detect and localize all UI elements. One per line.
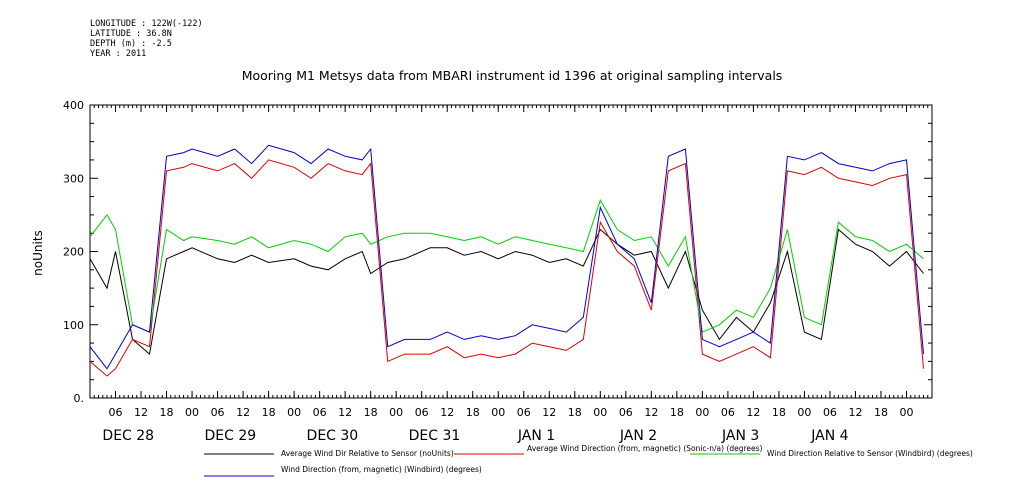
series-line-3 xyxy=(89,198,924,333)
x-day-label: DEC 29 xyxy=(204,428,256,444)
x-tick-label: 12 xyxy=(236,406,250,419)
x-tick-label: 06 xyxy=(211,406,225,419)
chart-title: Mooring M1 Metsys data from MBARI instru… xyxy=(242,68,783,83)
x-tick-label: 00 xyxy=(899,406,913,419)
y-tick-label: 200 xyxy=(63,246,84,259)
y-tick-label: 400 xyxy=(63,99,84,112)
x-tick-label: 18 xyxy=(772,406,786,419)
x-tick-label: 06 xyxy=(619,406,633,419)
year-label: YEAR : 2011 xyxy=(90,49,147,59)
x-tick-label: 00 xyxy=(389,406,403,419)
x-tick-label: 18 xyxy=(568,406,582,419)
x-tick-label: 18 xyxy=(160,406,174,419)
y-tick-label: 300 xyxy=(63,172,84,185)
series-line-4 xyxy=(89,144,924,370)
x-tick-label: 18 xyxy=(364,406,378,419)
legend-label: Wind Direction (from, magnetic) (Windbir… xyxy=(281,465,482,474)
series-layer xyxy=(89,144,924,377)
x-tick-label: 12 xyxy=(440,406,454,419)
x-tick-label: 06 xyxy=(415,406,429,419)
x-axis: 06 12 18 00 06 12 18 00 06 12 18 00 06 12 18 00 06 12 18 00… xyxy=(89,105,933,444)
x-tick-label: 06 xyxy=(313,406,327,419)
x-tick-label: 00 xyxy=(287,406,301,419)
legend-label: Average Wind Direction (from, magnetic) … xyxy=(527,444,763,453)
x-tick-label: 00 xyxy=(185,406,199,419)
x-tick-label: 00 xyxy=(695,406,709,419)
y-axis: 0. 100 200 300 400 xyxy=(63,99,932,405)
x-tick-label: 18 xyxy=(874,406,888,419)
x-tick-label: 06 xyxy=(823,406,837,419)
series-line-1 xyxy=(89,228,924,356)
x-tick-label: 12 xyxy=(644,406,658,419)
y-tick-label: 100 xyxy=(63,319,84,332)
legend-label: Wind Direction Relative to Sensor (Windb… xyxy=(767,449,973,458)
depth-label: DEPTH (m) : -2.5 xyxy=(90,39,172,49)
y-tick-label: 0. xyxy=(74,392,85,405)
x-day-label: JAN 3 xyxy=(721,428,759,444)
x-tick-label: 12 xyxy=(134,406,148,419)
x-tick-label: 12 xyxy=(338,406,352,419)
longitude-label: LONGITUDE : 122W(-122) xyxy=(90,19,203,29)
x-tick-label: 18 xyxy=(466,406,480,419)
x-day-label: DEC 28 xyxy=(102,428,154,444)
y-axis-label: noUnits xyxy=(31,230,45,276)
x-tick-label: 12 xyxy=(848,406,862,419)
legend-label: Average Wind Dir Relative to Sensor (noU… xyxy=(281,449,454,458)
series-line-2 xyxy=(89,159,924,377)
x-tick-label: 00 xyxy=(593,406,607,419)
x-tick-label: 00 xyxy=(491,406,505,419)
x-tick-label: 06 xyxy=(517,406,531,419)
plot-frame xyxy=(89,104,933,399)
x-day-label: JAN 4 xyxy=(810,428,848,444)
x-tick-label: 12 xyxy=(542,406,556,419)
latitude-label: LATITUDE : 36.8N xyxy=(90,29,172,39)
x-day-label: DEC 31 xyxy=(409,428,461,444)
x-day-label: DEC 30 xyxy=(307,428,359,444)
legend: Average Wind Dir Relative to Sensor (noU… xyxy=(204,444,973,477)
metadata-block: LONGITUDE : 122W(-122) LATITUDE : 36.8N … xyxy=(90,19,203,59)
x-tick-label: 18 xyxy=(670,406,684,419)
x-tick-label: 00 xyxy=(797,406,811,419)
x-day-label: JAN 1 xyxy=(517,428,555,444)
x-tick-label: 06 xyxy=(109,406,123,419)
x-day-label: JAN 2 xyxy=(619,428,657,444)
x-tick-label: 18 xyxy=(262,406,276,419)
x-tick-label: 06 xyxy=(721,406,735,419)
x-tick-label: 12 xyxy=(746,406,760,419)
